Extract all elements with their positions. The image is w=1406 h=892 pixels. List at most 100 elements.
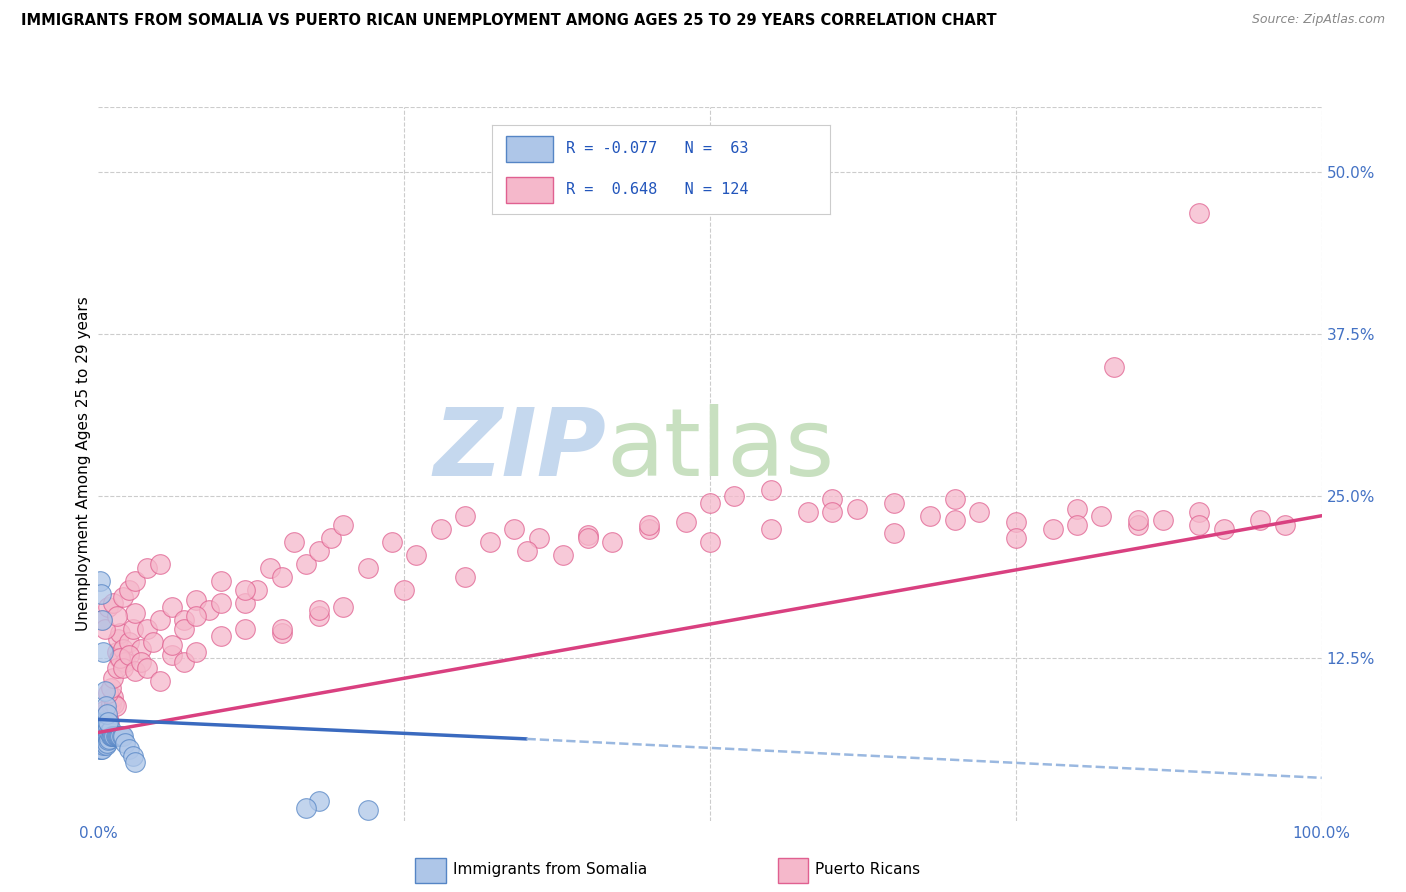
Point <box>94 719 117 733</box>
Point <box>97 599 120 614</box>
Point <box>283 534 305 549</box>
Point <box>104 699 127 714</box>
Point <box>356 560 378 574</box>
Point <box>91 719 114 733</box>
Point <box>97 714 120 729</box>
Point <box>821 505 844 519</box>
Point <box>91 733 114 747</box>
Point <box>515 543 537 558</box>
Point <box>600 534 623 549</box>
Text: Immigrants from Somalia: Immigrants from Somalia <box>453 863 647 877</box>
Text: atlas: atlas <box>606 403 834 496</box>
Point <box>118 648 141 662</box>
Point <box>101 729 124 743</box>
Point <box>91 739 114 753</box>
Point <box>107 632 129 646</box>
Point <box>94 725 117 739</box>
Point <box>89 736 111 750</box>
Point <box>98 731 121 746</box>
Point <box>111 642 134 657</box>
Point <box>105 608 128 623</box>
Text: IMMIGRANTS FROM SOMALIA VS PUERTO RICAN UNEMPLOYMENT AMONG AGES 25 TO 29 YEARS C: IMMIGRANTS FROM SOMALIA VS PUERTO RICAN … <box>21 13 997 29</box>
Point <box>454 508 477 523</box>
Point <box>100 723 122 737</box>
Point <box>101 596 124 610</box>
Point <box>107 729 129 743</box>
Point <box>124 574 146 588</box>
Point <box>93 684 115 698</box>
Point <box>89 742 111 756</box>
Point <box>356 803 378 817</box>
Point <box>97 686 120 700</box>
Point <box>883 525 905 540</box>
Point <box>295 557 318 571</box>
Point <box>91 707 114 722</box>
Point <box>100 729 122 743</box>
Point <box>1066 517 1088 532</box>
Point <box>1128 517 1150 532</box>
Point <box>1212 522 1234 536</box>
Point <box>108 729 131 743</box>
Point <box>97 720 120 734</box>
Point <box>114 736 136 750</box>
Point <box>101 690 124 705</box>
Point <box>103 697 125 711</box>
Point <box>381 534 404 549</box>
Point <box>90 716 112 731</box>
Point <box>90 714 112 729</box>
Point <box>93 716 115 731</box>
Point <box>699 496 721 510</box>
Point <box>91 727 114 741</box>
Point <box>104 729 127 743</box>
Point <box>1188 517 1211 532</box>
Point <box>101 671 124 685</box>
Point <box>527 531 550 545</box>
Point <box>478 534 501 549</box>
Point <box>97 727 120 741</box>
Point <box>1128 513 1150 527</box>
Point <box>1066 502 1088 516</box>
Point <box>90 729 112 743</box>
Point <box>259 560 281 574</box>
Point <box>160 648 183 662</box>
Point <box>89 723 111 737</box>
Point <box>1274 517 1296 532</box>
Point <box>186 608 208 623</box>
Point <box>308 543 330 558</box>
Point <box>186 593 208 607</box>
Point <box>883 496 905 510</box>
Point <box>93 723 115 737</box>
Point <box>160 599 183 614</box>
Point <box>1249 513 1271 527</box>
Point <box>98 725 121 739</box>
Point <box>553 548 575 562</box>
Point <box>100 697 122 711</box>
Point <box>1102 359 1125 374</box>
Point <box>1152 513 1174 527</box>
Point <box>96 729 118 743</box>
Point <box>91 729 114 743</box>
Point <box>111 591 134 605</box>
Point <box>114 656 136 670</box>
Point <box>97 733 120 747</box>
Point <box>270 570 294 584</box>
Point <box>173 622 195 636</box>
Point <box>124 606 146 620</box>
Point <box>1004 531 1026 545</box>
Point <box>100 681 122 696</box>
Text: Source: ZipAtlas.com: Source: ZipAtlas.com <box>1251 13 1385 27</box>
FancyBboxPatch shape <box>506 177 553 203</box>
Point <box>98 714 121 729</box>
Point <box>89 716 111 731</box>
Point <box>124 756 146 770</box>
Point <box>186 645 208 659</box>
Point <box>129 656 152 670</box>
Point <box>233 582 256 597</box>
Point <box>111 729 134 743</box>
Point <box>110 625 132 640</box>
Point <box>93 736 115 750</box>
Point <box>638 522 661 536</box>
Point <box>173 613 195 627</box>
Point <box>91 736 114 750</box>
Point <box>503 522 526 536</box>
